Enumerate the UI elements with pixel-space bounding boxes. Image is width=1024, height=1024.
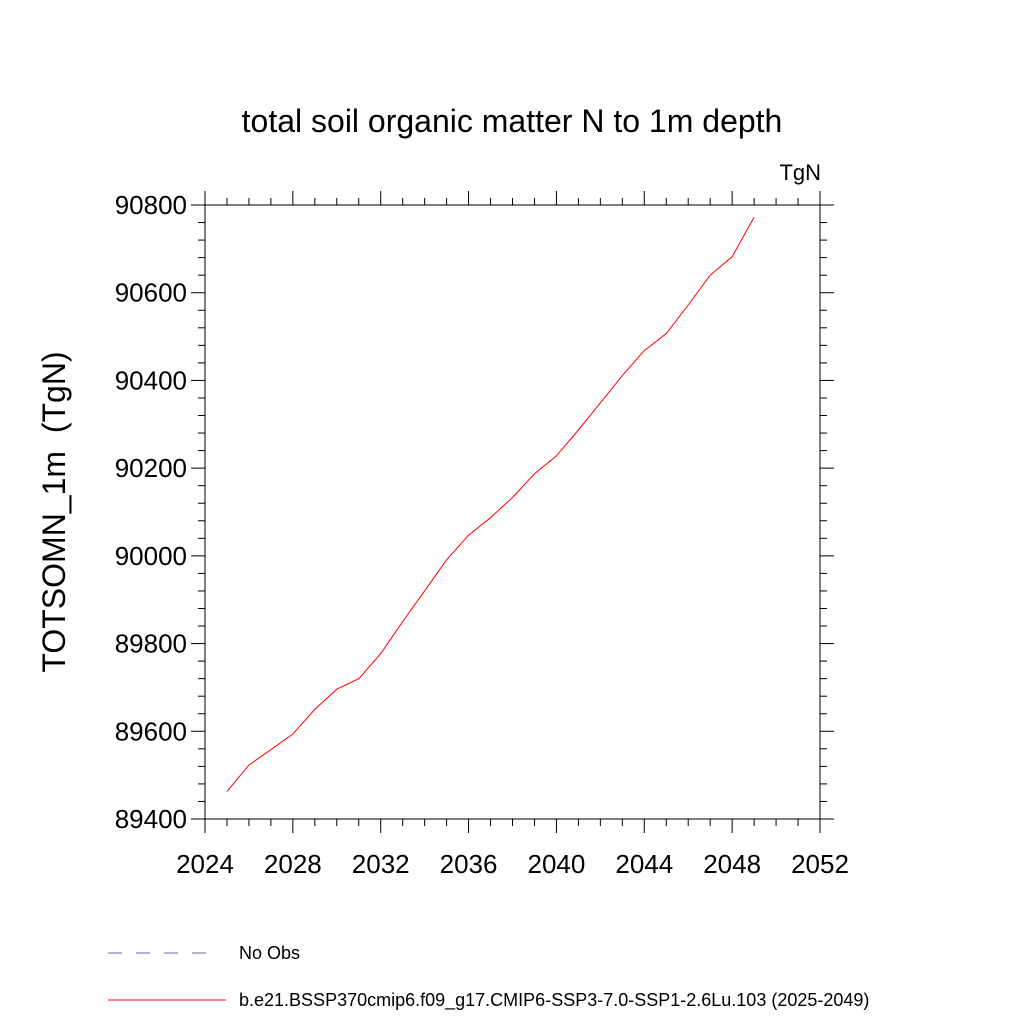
y-tick-label: 90200 <box>115 453 187 483</box>
x-tick-label: 2036 <box>440 849 498 879</box>
series-line <box>226 217 755 792</box>
x-tick-label: 2044 <box>615 849 673 879</box>
x-tick-label: 2032 <box>352 849 410 879</box>
x-tick-label: 2028 <box>264 849 322 879</box>
x-tick-label: 2048 <box>703 849 761 879</box>
y-tick-label: 89400 <box>115 804 187 834</box>
y-tick-label: 90400 <box>115 365 187 395</box>
x-tick-label: 2052 <box>791 849 849 879</box>
y-tick-label: 90800 <box>115 190 187 220</box>
x-tick-label: 2040 <box>528 849 586 879</box>
plot-frame <box>204 204 821 820</box>
legend: No Obs b.e21.BSSP370cmip6.f09_g17.CMIP6-… <box>108 943 869 1011</box>
y-axis-label: TOTSOMN_1m (TgN) <box>36 351 72 672</box>
legend-label-no-obs: No Obs <box>239 943 300 963</box>
units-label: TgN <box>779 160 821 185</box>
legend-label-simulation: b.e21.BSSP370cmip6.f09_g17.CMIP6-SSP3-7.… <box>239 990 869 1011</box>
y-tick-label: 89800 <box>115 629 187 659</box>
y-tick-label: 89600 <box>115 716 187 746</box>
series-lines <box>226 217 755 792</box>
tick-labels: 2024 2028 2032 2036 2040 2044 2048 2052 89400 896… <box>115 190 849 879</box>
y-tick-label: 90600 <box>115 278 187 308</box>
y-tick-label: 90000 <box>115 541 187 571</box>
x-tick-label: 2024 <box>176 849 234 879</box>
chart-title: total soil organic matter N to 1m depth <box>242 103 783 139</box>
axis-ticks <box>191 191 834 833</box>
